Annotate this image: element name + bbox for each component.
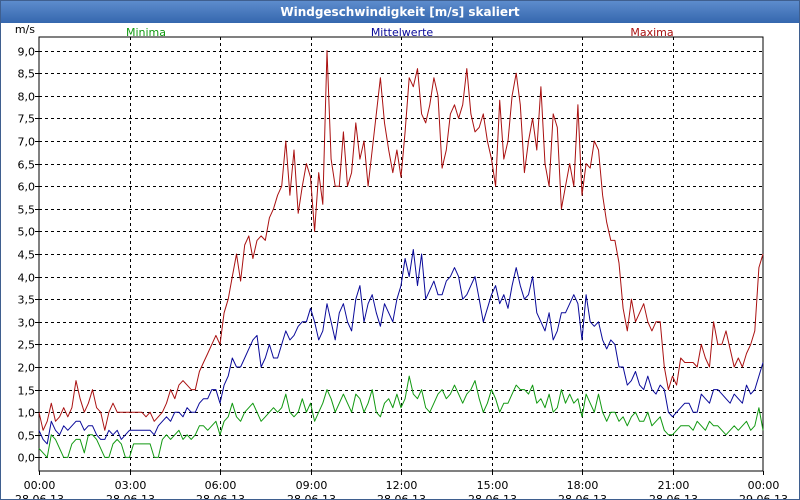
y-tick-label: 6,5 bbox=[18, 159, 36, 172]
x-tick-date: 28.06.13 bbox=[468, 493, 517, 499]
axes: 0,0 0,5 1,0 1,5 2,0 2,5 3,0 3,5 4,0 4,5 5,0 5,5 6,0 6… bbox=[15, 23, 788, 499]
y-tick-label: 9,0 bbox=[18, 46, 36, 59]
y-tick-label: 2,5 bbox=[18, 339, 36, 352]
x-tick-date: 29.06.13 bbox=[739, 493, 788, 499]
x-tick-time: 00:00 bbox=[24, 479, 56, 492]
y-tick-label: 8,5 bbox=[18, 68, 36, 81]
legend: Minima Mittelwerte Maxima bbox=[126, 26, 674, 39]
x-tick-time: 06:00 bbox=[205, 479, 237, 492]
x-tick-time: 21:00 bbox=[658, 479, 690, 492]
series-line-maxima bbox=[38, 50, 764, 431]
y-tick-label: 7,0 bbox=[18, 136, 36, 149]
x-tick-time: 12:00 bbox=[386, 479, 418, 492]
x-tick-date: 28.06.13 bbox=[558, 493, 607, 499]
y-tick-label: 5,0 bbox=[18, 226, 36, 239]
y-tick-label: 6,0 bbox=[18, 181, 36, 194]
x-tick-date: 28.06.13 bbox=[15, 493, 64, 499]
y-tick-label: 3,5 bbox=[18, 294, 36, 307]
y-tick-label: 1,5 bbox=[18, 385, 36, 398]
x-tick-date: 28.06.13 bbox=[649, 493, 698, 499]
x-tick-date: 28.06.13 bbox=[106, 493, 155, 499]
legend-mittelwerte: Mittelwerte bbox=[371, 26, 434, 39]
series-line-mittelwerte bbox=[38, 249, 764, 445]
y-tick-label: 0,0 bbox=[18, 452, 36, 465]
y-tick-label: 5,5 bbox=[18, 204, 36, 217]
chart: 0,0 0,5 1,0 1,5 2,0 2,5 3,0 3,5 4,0 4,5 5,0 5,5 6,0 6… bbox=[15, 23, 788, 499]
series-layer bbox=[38, 50, 764, 458]
legend-minima: Minima bbox=[126, 26, 166, 39]
legend-maxima: Maxima bbox=[630, 26, 673, 39]
y-tick-label: 3,0 bbox=[18, 317, 36, 330]
x-tick-time: 15:00 bbox=[477, 479, 509, 492]
y-tick-label: 8,0 bbox=[18, 91, 36, 104]
x-tick-date: 28.06.13 bbox=[287, 493, 336, 499]
y-axis-label: m/s bbox=[15, 23, 35, 36]
y-tick-label: 4,5 bbox=[18, 249, 36, 262]
x-tick-date: 28.06.13 bbox=[377, 493, 426, 499]
y-tick-label: 2,0 bbox=[18, 362, 36, 375]
window-title: Windgeschwindigkeit [m/s] skaliert bbox=[1, 1, 799, 23]
y-tick-label: 4,0 bbox=[18, 272, 36, 285]
x-tick-time: 18:00 bbox=[567, 479, 599, 492]
series-line-minima bbox=[38, 375, 764, 458]
x-tick-date: 28.06.13 bbox=[196, 493, 245, 499]
x-tick-time: 03:00 bbox=[115, 479, 147, 492]
x-tick-time: 09:00 bbox=[296, 479, 328, 492]
y-tick-label: 7,5 bbox=[18, 113, 36, 126]
grid-lines bbox=[39, 37, 763, 471]
x-tick-time: 00:00 bbox=[748, 479, 780, 492]
y-tick-label: 0,5 bbox=[18, 430, 36, 443]
y-tick-label: 1,0 bbox=[18, 407, 36, 420]
